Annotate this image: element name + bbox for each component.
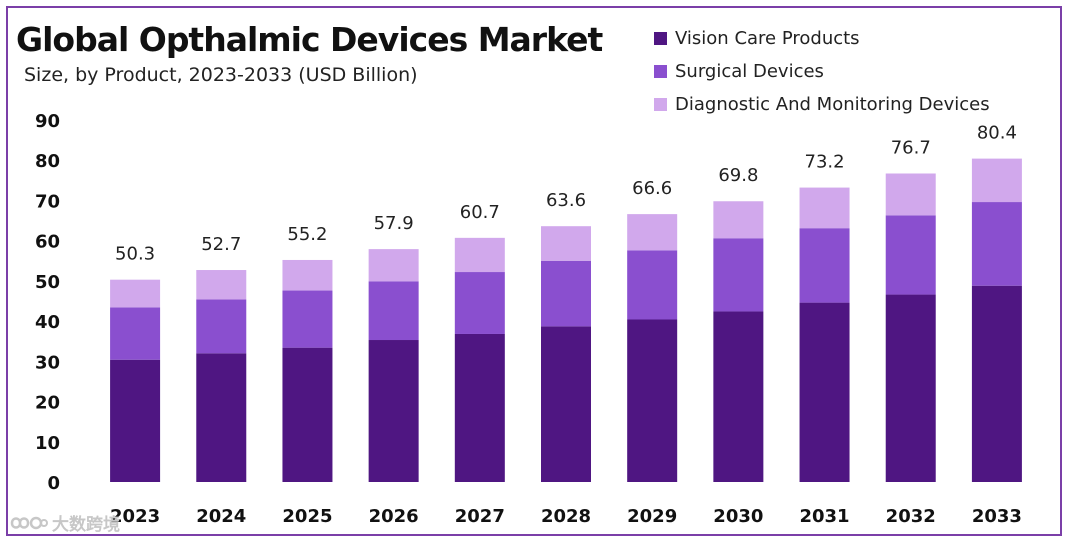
legend-item-vision-care: Vision Care Products <box>654 22 990 55</box>
bar-diagnostic-2029 <box>627 214 678 251</box>
chart-subtitle: Size, by Product, 2023-2033 (USD Billion… <box>24 64 418 86</box>
total-label-2032: 76.7 <box>891 137 931 158</box>
bar-diagnostic-2025 <box>282 259 333 291</box>
legend-swatch-vision-care <box>654 32 667 45</box>
x-tick-label-2025: 2025 <box>282 506 332 527</box>
bar-vision-care-2027 <box>454 333 505 482</box>
bar-surgical-2025 <box>282 290 333 348</box>
bar-diagnostic-2023 <box>110 279 161 308</box>
x-tick-label-2026: 2026 <box>369 506 419 527</box>
y-axis-ticks: 0 10 20 30 40 50 60 70 80 90 <box>35 111 60 494</box>
x-tick-label-2027: 2027 <box>455 506 505 527</box>
bar-series <box>110 158 1022 482</box>
x-tick-label-2030: 2030 <box>713 506 763 527</box>
bar-vision-care-2026 <box>368 340 419 482</box>
chart-title: Global Opthalmic Devices Market <box>16 20 603 59</box>
total-label-2028: 63.6 <box>546 190 586 211</box>
x-tick-label-2033: 2033 <box>972 506 1022 527</box>
bar-diagnostic-2030 <box>713 201 764 239</box>
legend-item-surgical: Surgical Devices <box>654 55 990 88</box>
bar-vision-care-2024 <box>196 353 247 482</box>
y-tick-label-0: 0 <box>47 473 60 494</box>
total-label-2031: 73.2 <box>805 152 845 173</box>
bar-diagnostic-2024 <box>196 270 247 300</box>
x-tick-label-2029: 2029 <box>627 506 677 527</box>
total-label-2023: 50.3 <box>115 244 155 265</box>
y-tick-label-30: 30 <box>35 352 60 373</box>
legend-item-diagnostic: Diagnostic And Monitoring Devices <box>654 88 990 121</box>
bar-vision-care-2030 <box>713 311 764 482</box>
legend-label-diagnostic: Diagnostic And Monitoring Devices <box>675 94 990 115</box>
bar-vision-care-2028 <box>541 326 591 482</box>
x-axis-ticks: 2023 2024 2025 2026 2027 2028 2029 2030 2031 2032… <box>110 506 1022 527</box>
bar-surgical-2029 <box>627 250 678 320</box>
total-label-2024: 52.7 <box>201 234 241 255</box>
y-tick-label-50: 50 <box>35 272 60 293</box>
x-tick-label-2032: 2032 <box>886 506 936 527</box>
legend: Vision Care Products Surgical Devices Di… <box>654 22 990 121</box>
bar-surgical-2028 <box>541 260 591 327</box>
legend-label-vision-care: Vision Care Products <box>675 28 860 49</box>
bar-surgical-2032 <box>885 215 936 295</box>
y-tick-label-40: 40 <box>35 312 60 333</box>
bar-surgical-2031 <box>799 228 850 303</box>
watermark: 大数跨境 <box>10 510 120 535</box>
bar-surgical-2026 <box>368 281 419 341</box>
bar-surgical-2027 <box>454 272 505 334</box>
total-label-2026: 57.9 <box>374 213 414 234</box>
total-label-2025: 55.2 <box>287 224 327 245</box>
bar-diagnostic-2031 <box>799 187 850 229</box>
legend-swatch-surgical <box>654 65 667 78</box>
bar-surgical-2033 <box>971 202 1022 286</box>
y-tick-label-90: 90 <box>35 111 60 132</box>
total-label-2030: 69.8 <box>718 165 758 186</box>
y-tick-label-60: 60 <box>35 232 60 253</box>
bar-diagnostic-2028 <box>541 226 591 261</box>
watermark-text: 大数跨境 <box>52 515 120 535</box>
bar-surgical-2023 <box>110 307 161 360</box>
bar-surgical-2024 <box>196 299 247 354</box>
y-tick-label-20: 20 <box>35 393 60 414</box>
bar-surgical-2030 <box>713 238 764 312</box>
x-tick-label-2024: 2024 <box>196 506 246 527</box>
x-tick-label-2028: 2028 <box>541 506 591 527</box>
bar-vision-care-2031 <box>799 302 850 482</box>
bar-diagnostic-2032 <box>885 173 936 216</box>
bar-vision-care-2032 <box>885 294 936 482</box>
bar-diagnostic-2027 <box>454 237 505 273</box>
y-tick-label-80: 80 <box>35 151 60 172</box>
x-tick-label-2023: 2023 <box>110 506 160 527</box>
bar-vision-care-2033 <box>971 285 1022 482</box>
y-tick-label-70: 70 <box>35 191 60 212</box>
bar-vision-care-2029 <box>627 319 678 482</box>
bar-diagnostic-2026 <box>368 249 419 282</box>
total-label-2033: 80.4 <box>977 123 1017 144</box>
bar-vision-care-2023 <box>110 359 161 482</box>
x-tick-label-2031: 2031 <box>799 506 849 527</box>
legend-label-surgical: Surgical Devices <box>675 61 824 82</box>
total-label-2027: 60.7 <box>460 202 500 223</box>
bar-vision-care-2025 <box>282 347 333 482</box>
y-tick-label-10: 10 <box>35 433 60 454</box>
total-value-labels: 50.3 52.7 55.2 57.9 60.7 63.6 66.6 69.8 73.2 76.7… <box>115 123 1017 265</box>
total-label-2029: 66.6 <box>632 178 672 199</box>
legend-swatch-diagnostic <box>654 98 667 111</box>
infinity-logo-icon <box>10 516 48 529</box>
bar-diagnostic-2033 <box>971 158 1022 203</box>
